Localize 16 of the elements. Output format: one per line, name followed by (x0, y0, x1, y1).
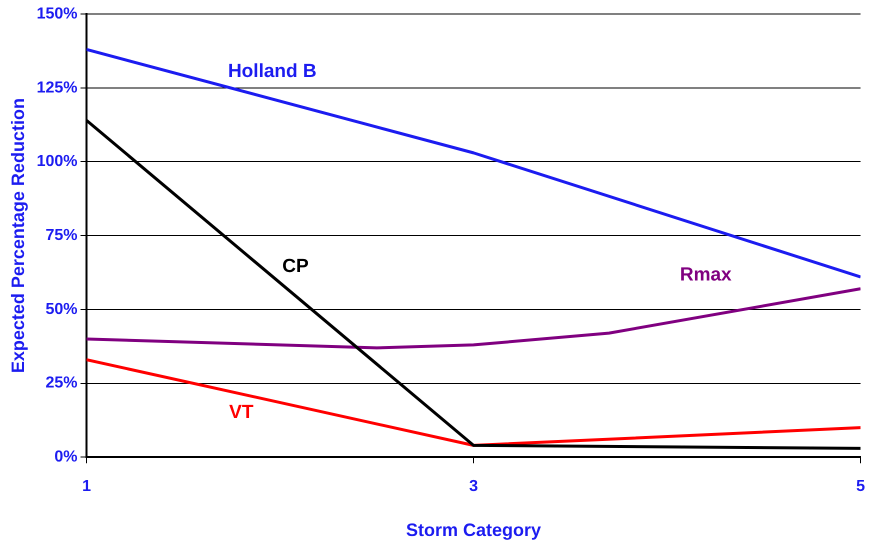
series-label: Rmax (680, 264, 732, 286)
y-tick-label: 50% (45, 300, 78, 318)
y-tick-label: 0% (54, 448, 78, 466)
y-axis-title: Expected Percentage Reduction (8, 98, 28, 374)
y-tick-label: 25% (45, 374, 78, 392)
y-tick-label: 150% (36, 5, 78, 22)
y-tick-label: 75% (45, 227, 78, 244)
x-tick-label: 1 (82, 478, 92, 496)
series-label: CP (282, 256, 310, 277)
x-tick-label: 5 (856, 478, 866, 496)
series-label: VT (229, 402, 254, 424)
x-axis-title: Storm Category (406, 520, 542, 540)
y-tick-label: 100% (36, 153, 78, 170)
x-tick-label: 3 (469, 478, 478, 496)
y-tick-label: 125% (36, 79, 78, 96)
series-label: Holland B (228, 60, 317, 82)
